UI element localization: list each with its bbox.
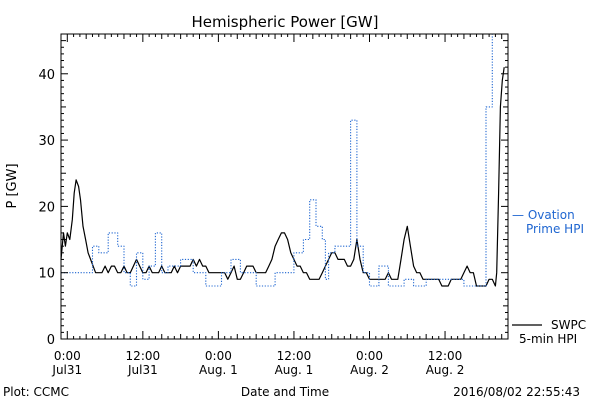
x-tick-date-label: Jul31: [127, 363, 158, 377]
x-axis-label: Date and Time: [241, 385, 329, 399]
legend-ovation-line2: Prime HPI: [526, 222, 584, 236]
legend-ovation-line1: — Ovation: [512, 208, 575, 222]
series-ovation-prime-hpi: [61, 34, 493, 287]
y-tick-label: 10: [38, 267, 55, 282]
y-tick-label: 20: [38, 200, 55, 215]
y-axis-label: P [GW]: [5, 163, 20, 208]
x-tick-time-label: 12:00: [277, 349, 312, 363]
legend-swpc-line2: 5-min HPI: [519, 332, 577, 346]
x-tick-time-label: 12:00: [126, 349, 161, 363]
y-axis: 0 10 20 30 40: [38, 40, 508, 348]
x-tick-time-label: 0:00: [54, 349, 81, 363]
x-tick-date-label: Aug. 1: [275, 363, 314, 377]
footer-right: 2016/08/02 22:55:43: [453, 385, 580, 399]
x-tick-time-label: 12:00: [428, 349, 463, 363]
y-tick-label: 0: [47, 333, 55, 348]
x-tick-time-label: 0:00: [356, 349, 383, 363]
y-tick-label: 30: [38, 134, 55, 149]
legend-swpc-line1: SWPC: [551, 318, 586, 332]
legend: — Ovation Prime HPI SWPC 5-min HPI: [512, 208, 586, 346]
plot-frame: [60, 33, 509, 340]
y-tick-label: 40: [38, 68, 55, 83]
x-tick-date-label: Aug. 1: [199, 363, 238, 377]
x-tick-date-label: Aug. 2: [350, 363, 389, 377]
x-tick-date-label: Jul31: [51, 363, 82, 377]
series-swpc-hpi: [60, 67, 505, 287]
x-tick-time-label: 0:00: [205, 349, 232, 363]
chart-title: Hemispheric Power [GW]: [192, 13, 379, 31]
x-tick-date-label: Aug. 2: [426, 363, 465, 377]
plot-area: [60, 34, 505, 287]
footer-left: Plot: CCMC: [3, 385, 69, 399]
